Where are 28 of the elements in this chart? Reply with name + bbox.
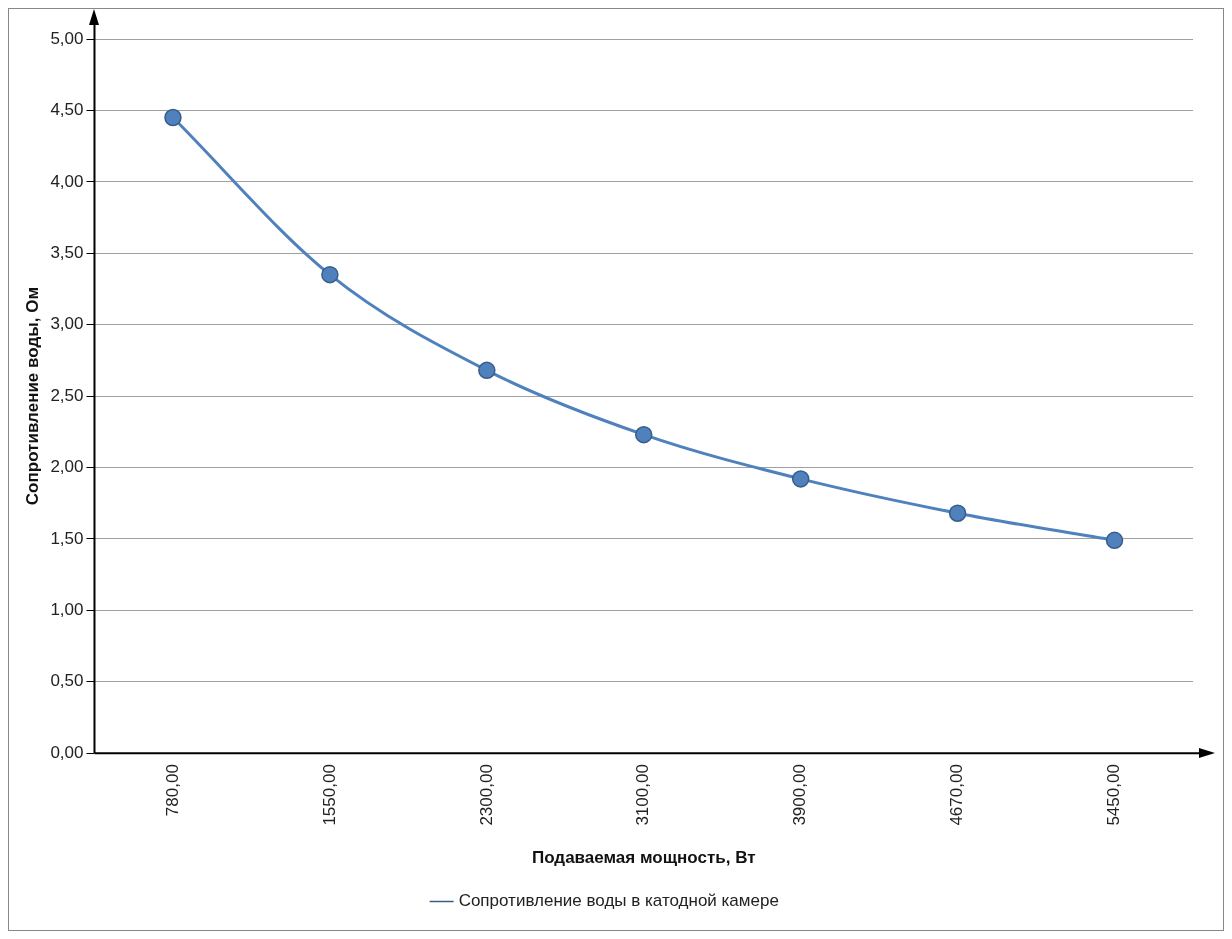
point — [164, 108, 182, 127]
x-tick-label: 4670,00 — [947, 764, 967, 826]
y-tick-label: 5,00 — [50, 28, 84, 48]
y-tick-label: 4,50 — [50, 100, 84, 120]
y-tick-label: 1,50 — [50, 528, 84, 548]
x-tick-label: 1550,00 — [319, 764, 339, 826]
point — [1105, 531, 1124, 550]
x-tick-label: 3100,00 — [633, 764, 653, 826]
y-tick-label: 2,50 — [50, 385, 84, 405]
point — [321, 265, 339, 284]
y-tick-label: 4,00 — [50, 171, 84, 191]
y-tick-label: 0,00 — [50, 742, 84, 762]
x-tick-label: 780,00 — [162, 764, 182, 817]
legend-label: Сопротивление воды в катодной камере — [458, 891, 779, 911]
y-tick-label: 3,00 — [50, 314, 84, 334]
y-axis-title: Сопротивление воды, Ом — [22, 287, 42, 506]
y-tick-label: 0,50 — [50, 671, 84, 691]
y-tick-label: 2,00 — [50, 457, 84, 477]
y-tick-label: 1,00 — [50, 600, 84, 620]
x-tick-label: 5450,00 — [1104, 764, 1124, 826]
y-tick-label: 3,50 — [50, 242, 84, 262]
point — [948, 504, 967, 522]
point — [791, 470, 810, 488]
x-tick-label: 2300,00 — [476, 764, 496, 826]
point — [478, 361, 496, 380]
x-axis-title: Подаваемая мощность, Вт — [531, 848, 756, 868]
x-tick-label: 3900,00 — [790, 764, 810, 826]
point — [634, 425, 653, 444]
